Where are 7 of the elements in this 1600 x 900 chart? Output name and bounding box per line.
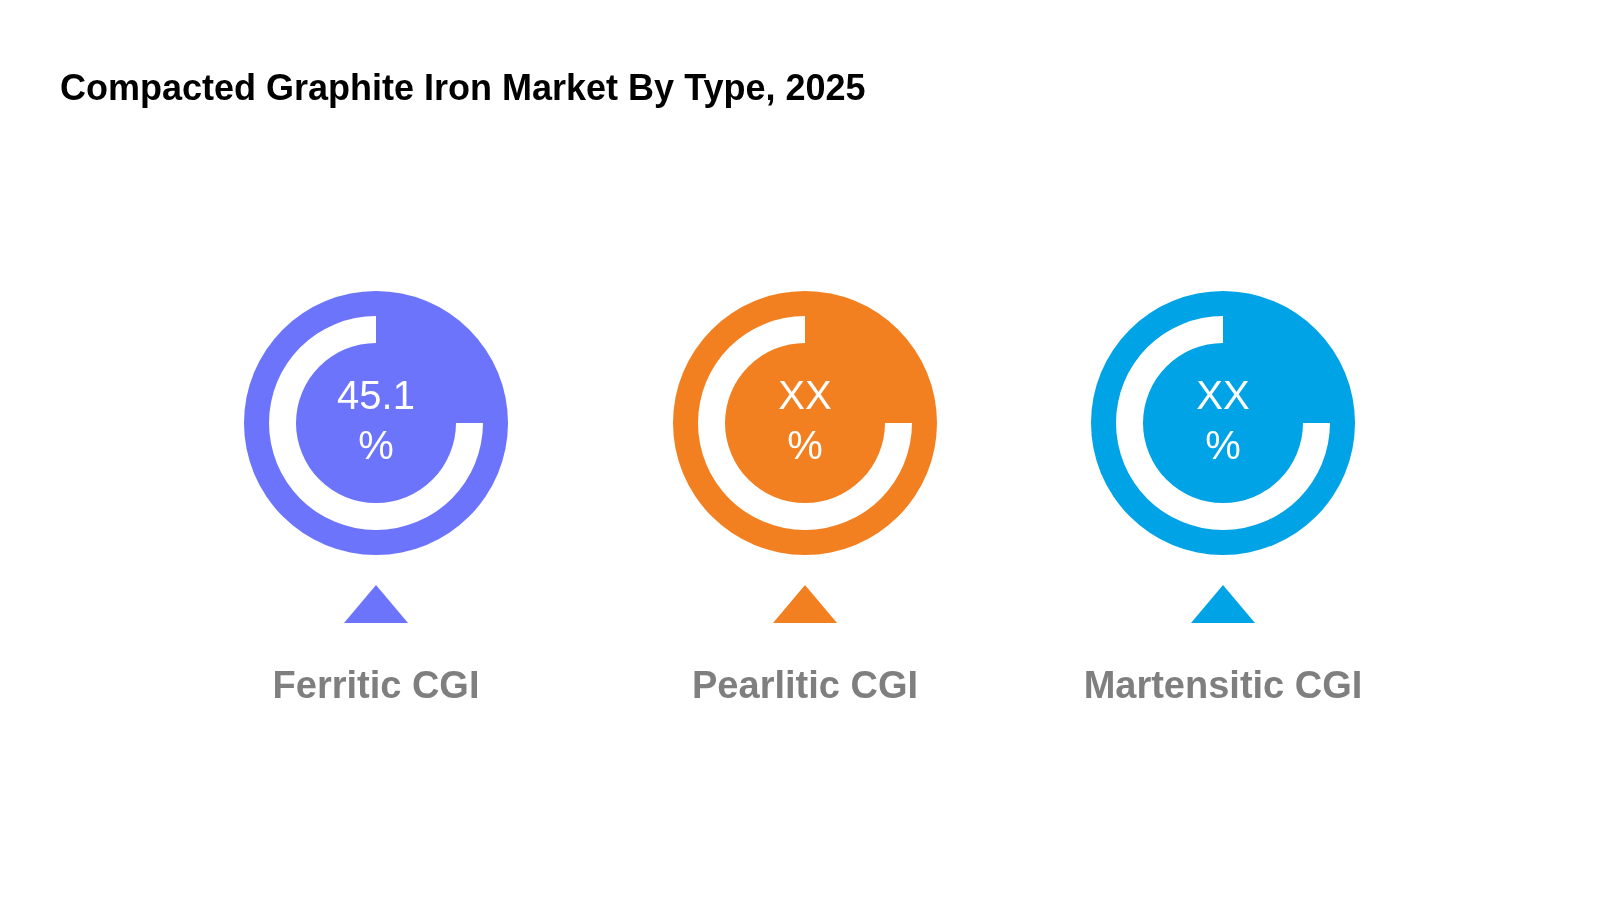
category-label: Ferritic CGI — [272, 664, 480, 707]
data-label: XX % — [778, 373, 832, 468]
text: Compacted Graphite Iron Market By Type, 2025 — [60, 66, 866, 108]
category-label: Martensitic CGI — [1083, 664, 1363, 707]
category-label: Pearlitic CGI — [692, 664, 918, 707]
data-label: 45.1 % — [337, 373, 415, 468]
data-label: XX % — [1196, 373, 1250, 468]
